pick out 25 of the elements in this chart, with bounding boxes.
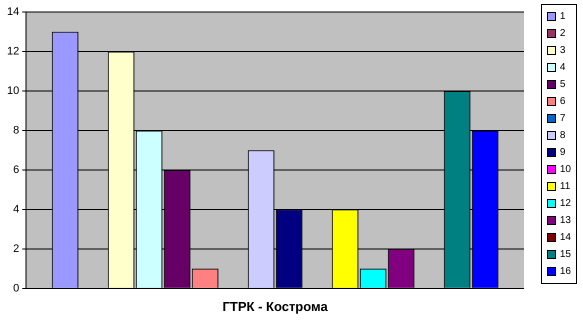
y-tick-label: 0	[13, 282, 20, 294]
y-tick-label: 12	[6, 46, 20, 58]
legend-label: 7	[560, 113, 566, 124]
y-tick-label: 8	[13, 124, 20, 136]
legend-label: 11	[560, 181, 570, 192]
legend-label: 5	[560, 79, 566, 90]
legend-label: 6	[560, 96, 566, 107]
y-tick-label: 4	[13, 203, 20, 216]
legend-label: 4	[560, 62, 566, 73]
x-tick-label: ГТРК - Кострома	[222, 298, 328, 314]
legend-label: 12	[560, 198, 571, 209]
legend-label: 13	[560, 215, 571, 226]
y-tick-label: 6	[13, 164, 20, 176]
y-tick-label: 2	[13, 242, 20, 255]
legend-label: 16	[560, 266, 571, 277]
legend-label: 10	[560, 164, 571, 175]
legend-label: 14	[560, 232, 571, 243]
legend-label: 1	[560, 11, 566, 22]
legend-label: 2	[560, 28, 566, 39]
legend-label: 8	[560, 130, 566, 141]
y-tick-label: 14	[6, 6, 20, 18]
legend-label: 9	[560, 147, 566, 158]
legend-label: 3	[560, 45, 566, 56]
y-tick-label: 10	[6, 85, 20, 98]
legend-label: 15	[560, 249, 571, 260]
